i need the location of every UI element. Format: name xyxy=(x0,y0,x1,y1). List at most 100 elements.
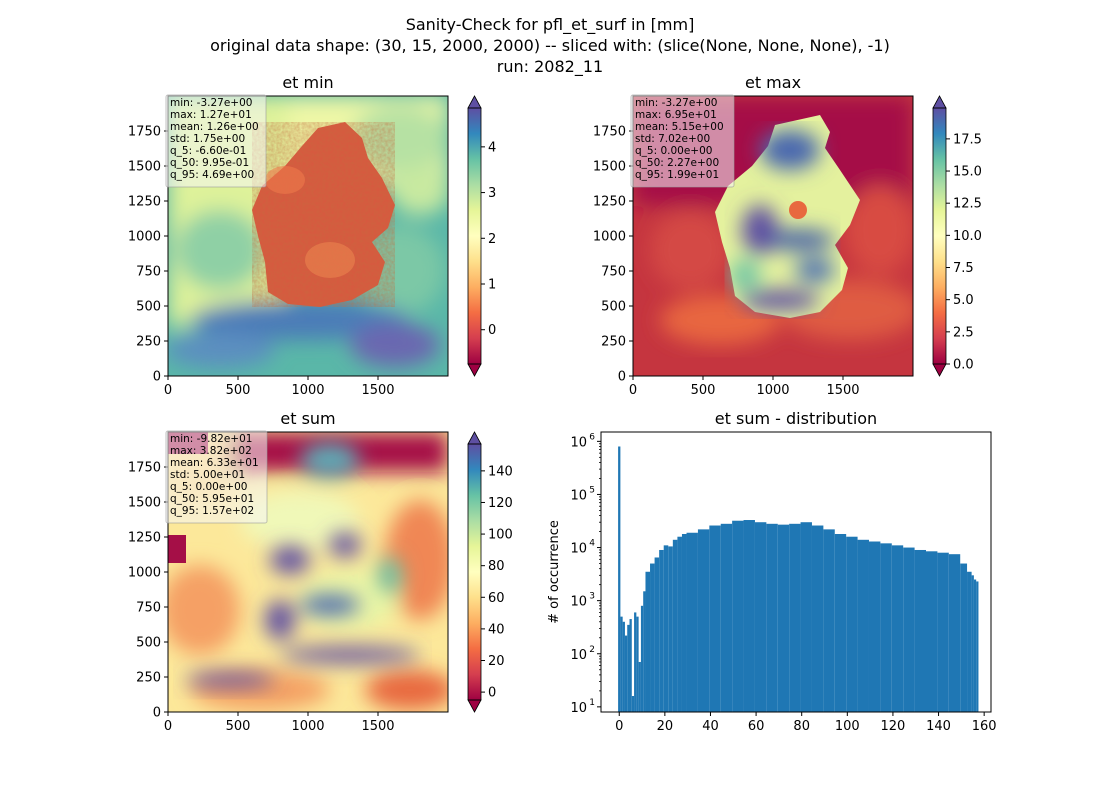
colorbar-extend-max xyxy=(932,95,947,109)
y-tick-exponent: 5 xyxy=(589,485,595,495)
histogram-bar xyxy=(766,523,778,712)
colorbar-tick-label: 20 xyxy=(488,654,505,669)
panel-title: et max xyxy=(745,73,801,92)
histogram-bar xyxy=(789,523,801,712)
panel-et-min: et min 0 500 1000 1500 0 250 500 750 1000 1250 150… xyxy=(128,73,496,398)
axes-ticks: 0 500 1000 1500 0 250 500 750 1000 1250 1500 1750 xyxy=(128,125,395,399)
colorbar-gradient xyxy=(468,108,481,364)
x-tick-label: 500 xyxy=(226,383,251,398)
stat-line: mean: 5.15e+00 xyxy=(635,121,724,133)
colorbar-tick-label: 120 xyxy=(488,496,513,511)
colorbar-extend-min xyxy=(932,363,947,377)
colorbar-tick-label: 140 xyxy=(488,464,513,479)
x-tick-label: 0 xyxy=(615,719,623,734)
y-tick-label: 1500 xyxy=(128,160,161,175)
histogram-bar xyxy=(926,551,938,712)
x-tick-label: 1500 xyxy=(361,383,394,398)
stats-box-bg xyxy=(165,430,268,524)
histogram-bar xyxy=(903,547,915,712)
stat-line: q_95: 1.99e+01 xyxy=(635,169,719,181)
stat-line: q_50: 5.95e+01 xyxy=(170,493,254,505)
stats-box: min: -3.27e+00 max: 6.95e+01 mean: 5.15e… xyxy=(630,94,735,188)
histogram-bar xyxy=(631,696,635,712)
heatmap-image xyxy=(633,96,913,376)
x-tick-label: 500 xyxy=(226,719,251,734)
histogram-bar xyxy=(960,563,968,712)
x-tick-label: 140 xyxy=(926,719,951,734)
y-tick-label: 750 xyxy=(136,265,161,280)
colorbar-frame xyxy=(467,107,482,365)
colorbar-frame xyxy=(932,107,947,365)
y-tick-base: 10 xyxy=(570,701,587,716)
stat-line: min: -3.27e+00 xyxy=(635,97,717,109)
y-tick-label: 10 6 xyxy=(570,432,595,450)
colorbar-tick-label: 1 xyxy=(488,278,496,293)
stats-box: min: -9.82e+01 max: 3.82e+02 mean: 6.33e… xyxy=(165,430,268,524)
y-tick-label: 750 xyxy=(601,265,626,280)
histogram-bar xyxy=(948,554,961,712)
histogram-bar xyxy=(627,624,630,712)
y-tick-label: 1500 xyxy=(128,496,161,511)
colorbar-tick-label: 5.0 xyxy=(953,293,974,308)
y-tick-label: 0 xyxy=(153,370,161,385)
histogram-bar xyxy=(834,533,847,712)
histogram-bar xyxy=(937,552,949,712)
stats-box: min: -3.27e+00 max: 1.27e+01 mean: 1.26e… xyxy=(165,94,267,188)
x-tick-label: 0 xyxy=(164,383,172,398)
colorbar-tick-label: 12.5 xyxy=(953,197,982,212)
colorbar-tick-label: 0 xyxy=(488,323,496,338)
stat-line: std: 5.00e+01 xyxy=(170,469,245,481)
stat-line: mean: 6.33e+01 xyxy=(170,457,259,469)
histogram-bar xyxy=(650,563,655,712)
axes-ticks: 0 500 1000 1500 0 250 500 750 1000 1250 1500 1750 xyxy=(593,125,860,399)
y-tick-base: 10 xyxy=(570,488,587,503)
histogram-bar xyxy=(891,545,904,712)
histogram-bar xyxy=(914,549,926,712)
colorbar-tick-label: 17.5 xyxy=(953,132,982,147)
panel-title: et min xyxy=(282,73,333,92)
x-tick-label: 1000 xyxy=(291,383,324,398)
panel-title: et sum xyxy=(280,409,335,428)
stat-line: q_50: 2.27e+00 xyxy=(635,157,719,169)
colorbar-tick-label: 4 xyxy=(488,140,496,155)
y-tick-base: 10 xyxy=(570,648,587,663)
histogram-bar xyxy=(622,621,625,712)
y-tick-label: 250 xyxy=(601,335,626,350)
stat-line: q_95: 1.57e+02 xyxy=(170,505,254,517)
stat-line: max: 3.82e+02 xyxy=(170,445,252,457)
histogram-bar xyxy=(668,546,673,712)
colorbar-tick-label: 3 xyxy=(488,186,496,201)
colorbar-tick-label: 80 xyxy=(488,559,505,574)
x-tick-label: 160 xyxy=(972,719,997,734)
colorbar: 0 1 2 3 4 xyxy=(467,95,496,377)
stats-box-bg xyxy=(630,94,735,188)
y-tick-label: 250 xyxy=(136,335,161,350)
y-tick-label: 1750 xyxy=(128,461,161,476)
colorbar-frame xyxy=(467,443,482,701)
histogram-bar xyxy=(681,533,687,712)
y-tick-label: 750 xyxy=(136,601,161,616)
histogram-bar xyxy=(976,581,979,712)
panel-title: et sum - distribution xyxy=(715,409,877,428)
y-tick-exponent: 4 xyxy=(589,539,595,549)
histogram-bar xyxy=(645,571,651,712)
y-tick-label: 10 5 xyxy=(570,485,595,503)
histogram-bars xyxy=(618,446,979,712)
axes-frame xyxy=(600,431,992,713)
histogram-bar xyxy=(800,522,812,712)
axes-ticks: 0 500 1000 1500 0 250 500 750 1000 1250 1500 1750 xyxy=(128,461,395,735)
histogram-bar xyxy=(868,541,881,712)
colorbar-gradient xyxy=(933,108,946,364)
y-tick-exponent: 2 xyxy=(589,645,595,655)
histogram-bar xyxy=(677,536,682,712)
y-tick-label: 10 1 xyxy=(570,698,595,716)
y-tick-label: 10 2 xyxy=(570,645,595,663)
histogram-bar xyxy=(620,616,623,712)
y-tick-label: 0 xyxy=(153,706,161,721)
suptitle-line3: run: 2082_11 xyxy=(497,57,603,77)
histogram-bar xyxy=(971,575,974,712)
colorbar-extend-max xyxy=(467,95,482,109)
colorbar-tick-label: 2.5 xyxy=(953,325,974,340)
panel-et-sum: et sum xyxy=(128,409,513,734)
panel-et-sum-distribution: et sum - distribution 0 20 40 60 80 100 120 140… xyxy=(547,409,997,734)
